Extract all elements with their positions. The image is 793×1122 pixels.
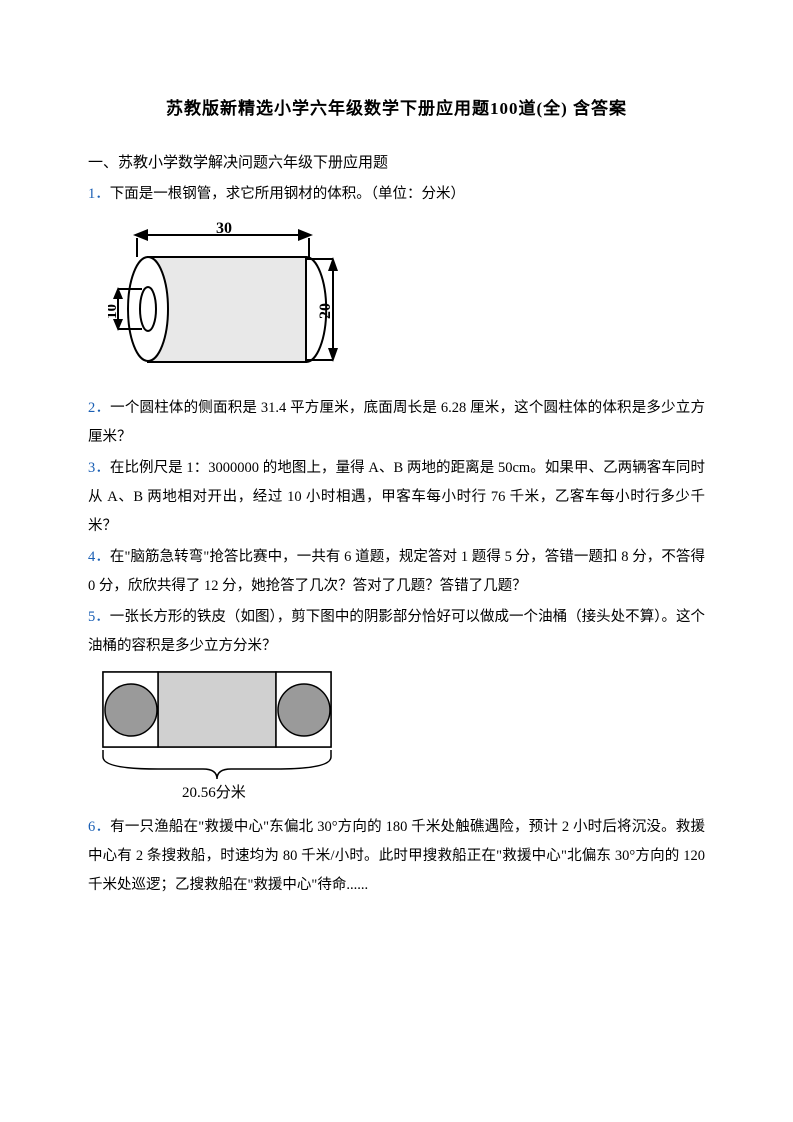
problem-1-num: 1．	[88, 186, 110, 202]
dim-top-label: 30	[216, 220, 232, 237]
problem-1-text: 下面是一根钢管，求它所用钢材的体积。（单位：分米）	[110, 186, 465, 202]
figure-2: 20.56分米	[98, 667, 705, 813]
fig2-mid-rect	[158, 672, 276, 747]
problem-4-text: 在"脑筋急转弯"抢答比赛中，一共有 6 道题，规定答对 1 题得 5 分，答错一…	[88, 549, 705, 594]
problem-3-num: 3．	[88, 460, 110, 476]
problem-5-num: 5．	[88, 609, 110, 625]
problem-2-text: 一个圆柱体的侧面积是 31.4 平方厘米，底面周长是 6.28 厘米，这个圆柱体…	[88, 400, 705, 445]
problem-6: 6．有一只渔船在"救援中心"东偏北 30°方向的 180 千米处触礁遇险，预计 …	[88, 813, 705, 900]
problem-3: 3．在比例尺是 1：3000000 的地图上，量得 A、B 两地的距离是 50c…	[88, 454, 705, 541]
pipe-body	[148, 257, 306, 362]
dim-right-label: 20	[317, 303, 334, 319]
problem-5: 5．一张长方形的铁皮（如图），剪下图中的阴影部分恰好可以做成一个油桶（接头处不算…	[88, 603, 705, 661]
problem-4: 4．在"脑筋急转弯"抢答比赛中，一共有 6 道题，规定答对 1 题得 5 分，答…	[88, 543, 705, 601]
problem-6-num: 6．	[88, 819, 110, 835]
fig2-right-circle	[278, 684, 330, 736]
dim-left-label: 10	[108, 304, 120, 319]
problem-4-num: 4．	[88, 549, 110, 565]
fig2-left-circle	[105, 684, 157, 736]
problem-3-text: 在比例尺是 1：3000000 的地图上，量得 A、B 两地的距离是 50cm。…	[88, 460, 705, 534]
problem-5-text: 一张长方形的铁皮（如图），剪下图中的阴影部分恰好可以做成一个油桶（接头处不算）。…	[88, 609, 705, 654]
problem-2-num: 2．	[88, 400, 110, 416]
problem-6-text: 有一只渔船在"救援中心"东偏北 30°方向的 180 千米处触礁遇险，预计 2 …	[88, 819, 705, 893]
dim-top-arrow: 30	[133, 220, 313, 257]
problem-1: 1．下面是一根钢管，求它所用钢材的体积。（单位：分米）	[88, 180, 705, 209]
problem-2: 2．一个圆柱体的侧面积是 31.4 平方厘米，底面周长是 6.28 厘米，这个圆…	[88, 394, 705, 452]
section-header: 一、苏教小学数学解决问题六年级下册应用题	[88, 148, 705, 178]
dim-right-arrow: 20	[307, 257, 338, 362]
page-title: 苏教版新精选小学六年级数学下册应用题100道(全) 含答案	[88, 92, 705, 126]
figure-1: 30 10 20	[108, 217, 705, 382]
pipe-left-inner	[140, 287, 156, 331]
fig2-brace: 20.56分米	[103, 750, 331, 801]
fig2-brace-label: 20.56分米	[182, 784, 246, 801]
